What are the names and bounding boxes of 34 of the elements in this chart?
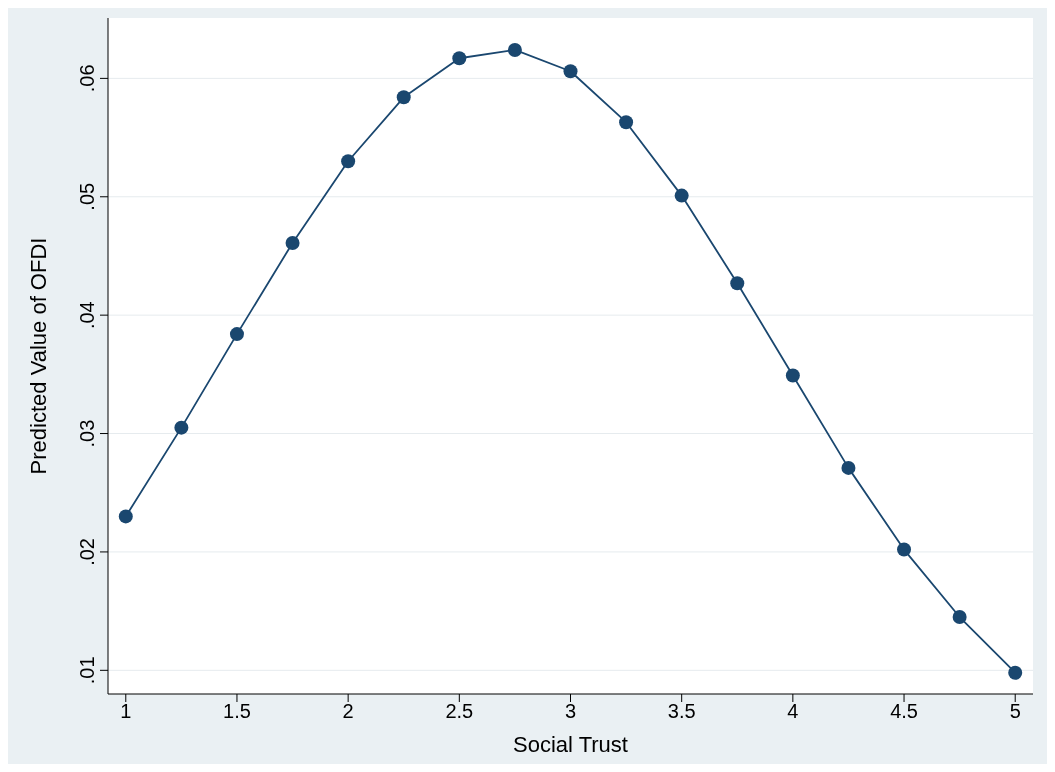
x-tick-label: 2.5 (445, 700, 474, 723)
point (952, 610, 967, 625)
x-tick-label: 2 (342, 700, 354, 723)
y-tick-label: .01 (76, 656, 98, 685)
x-tick-label: 1 (120, 700, 132, 723)
y-axis-title: Predicted Value of OFDI (25, 237, 51, 475)
y-tick-label: .05 (76, 182, 98, 211)
point (563, 64, 578, 79)
point (674, 188, 689, 203)
point (285, 235, 300, 250)
point (507, 42, 522, 57)
y-tick-label: .06 (76, 64, 98, 93)
point (174, 420, 189, 435)
point (1008, 665, 1023, 680)
point (341, 154, 356, 169)
x-tick-label: 3.5 (667, 700, 696, 723)
point (841, 460, 856, 475)
x-tick-label: 4.5 (890, 700, 918, 723)
x-tick-label: 4 (787, 700, 799, 723)
point (396, 90, 411, 105)
point (452, 51, 467, 66)
x-tick-label: 3 (564, 700, 577, 723)
y-tick-label: .03 (76, 419, 98, 448)
x-axis-title: Social Trust (513, 732, 628, 757)
point (730, 276, 745, 291)
point (229, 327, 244, 342)
y-tick-label: .02 (76, 538, 98, 566)
point (897, 542, 912, 557)
point (118, 509, 133, 524)
point (619, 115, 634, 130)
x-tick-label: 1.5 (223, 700, 251, 723)
y-tick-label: .04 (76, 301, 98, 330)
x-tick-label: 5 (1009, 700, 1021, 723)
point (785, 368, 800, 383)
